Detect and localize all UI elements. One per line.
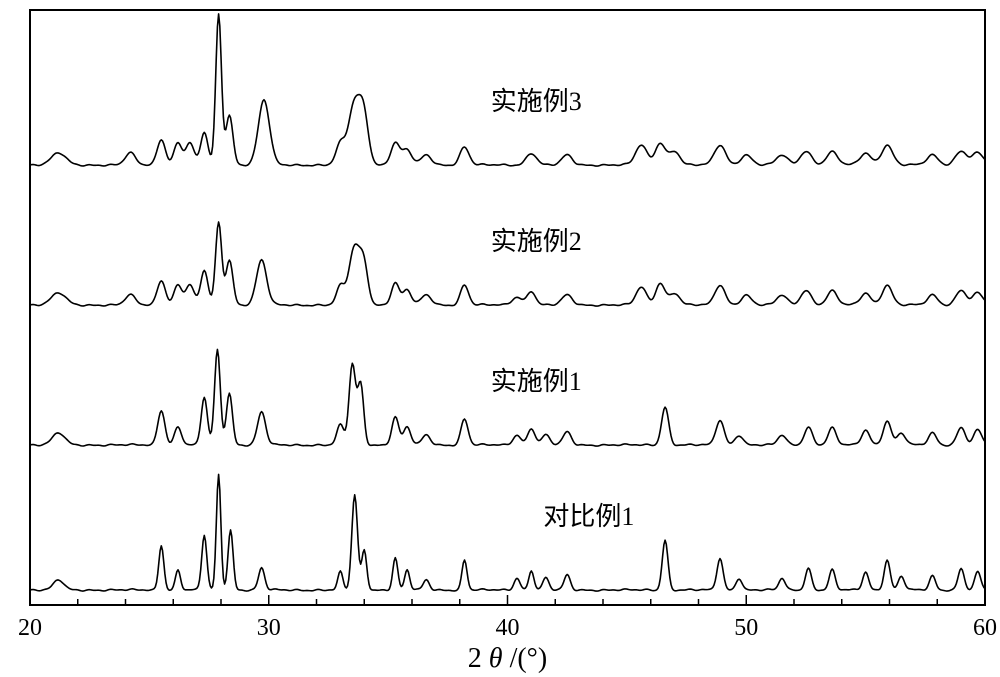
- series-label-实施例2: 实施例2: [491, 227, 582, 256]
- x-tick-label: 30: [257, 615, 281, 641]
- series-对比例1: [30, 474, 985, 591]
- series-实施例1: [30, 349, 985, 446]
- series-label-实施例1: 实施例1: [491, 367, 582, 396]
- series-label-对比例1: 对比例1: [543, 502, 634, 531]
- x-tick-label: 60: [973, 615, 997, 641]
- chart-svg: 对比例1 实施例1 实施例2 实施例3 20 30 40 50 60 2 θ /(°): [0, 0, 1000, 677]
- x-tick-label: 50: [734, 615, 758, 641]
- x-tick-label: 40: [496, 615, 520, 641]
- x-tick-label: 20: [18, 615, 42, 641]
- xrd-chart: 对比例1 实施例1 实施例2 实施例3 20 30 40 50 60 2 θ /(°): [0, 0, 1000, 677]
- series-label-实施例3: 实施例3: [491, 87, 582, 116]
- x-axis-title: 2 θ /(°): [468, 643, 547, 674]
